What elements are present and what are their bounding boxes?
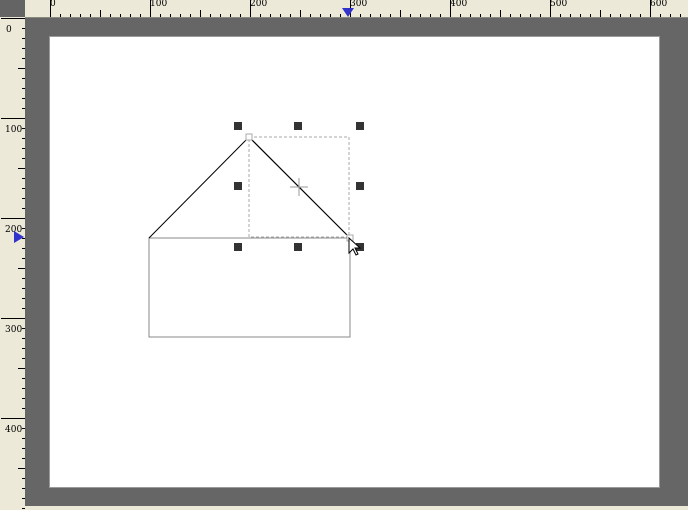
ruler-left-label-300: 300 [5,325,23,335]
ruler-left-label-400: 400 [5,425,23,435]
ruler-corner [0,0,25,17]
bottom-border [25,506,688,510]
horizontal-position-marker-icon[interactable] [342,8,354,17]
vertical-ruler[interactable]: 0 100 200 300 400 [0,17,26,510]
ruler-top-label-400: 400 [450,0,468,9]
ruler-top-label-0: 0 [50,0,56,9]
ruler-top-label-100: 100 [150,0,168,9]
ruler-left-label-100: 100 [5,125,23,135]
ruler-left-label-200: 200 [5,225,23,235]
vertical-position-marker-icon[interactable] [14,231,24,243]
ruler-top-label-500: 500 [550,0,568,9]
ruler-left-label-0: 0 [6,25,12,35]
ruler-top-label-300: 300 [350,0,368,9]
vertical-ruler-ticks [1,18,25,509]
ruler-top-label-600: 600 [650,0,668,9]
drawing-page[interactable] [49,36,660,488]
canvas-workspace[interactable] [25,18,688,506]
horizontal-ruler[interactable]: 0 100 200 300 400 500 600 [25,0,688,18]
ruler-top-label-200: 200 [250,0,268,9]
